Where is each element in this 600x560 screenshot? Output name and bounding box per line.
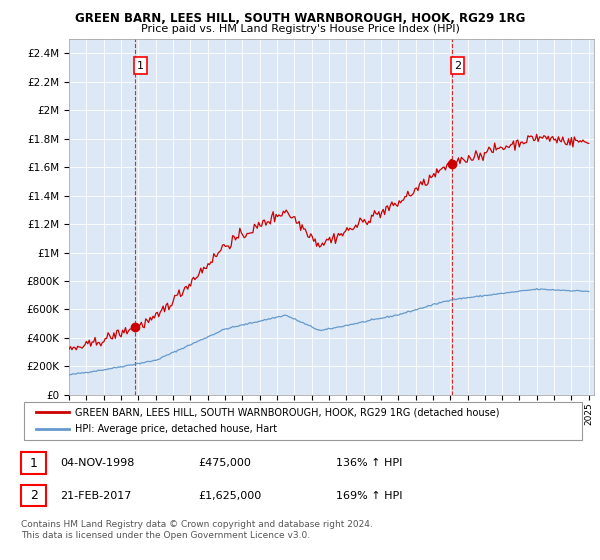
Text: 169% ↑ HPI: 169% ↑ HPI (336, 491, 403, 501)
Text: 2: 2 (29, 489, 38, 502)
Text: 21-FEB-2017: 21-FEB-2017 (60, 491, 131, 501)
Text: Contains HM Land Registry data © Crown copyright and database right 2024.: Contains HM Land Registry data © Crown c… (21, 520, 373, 529)
Text: HPI: Average price, detached house, Hart: HPI: Average price, detached house, Hart (75, 424, 277, 434)
Text: £475,000: £475,000 (198, 458, 251, 468)
Text: 04-NOV-1998: 04-NOV-1998 (60, 458, 134, 468)
Text: 1: 1 (29, 456, 38, 470)
Text: This data is licensed under the Open Government Licence v3.0.: This data is licensed under the Open Gov… (21, 531, 310, 540)
Text: GREEN BARN, LEES HILL, SOUTH WARNBOROUGH, HOOK, RG29 1RG: GREEN BARN, LEES HILL, SOUTH WARNBOROUGH… (75, 12, 525, 25)
Text: 2: 2 (454, 60, 461, 71)
Text: £1,625,000: £1,625,000 (198, 491, 261, 501)
Text: Price paid vs. HM Land Registry's House Price Index (HPI): Price paid vs. HM Land Registry's House … (140, 24, 460, 34)
Text: GREEN BARN, LEES HILL, SOUTH WARNBOROUGH, HOOK, RG29 1RG (detached house): GREEN BARN, LEES HILL, SOUTH WARNBOROUGH… (75, 407, 499, 417)
Text: 1: 1 (137, 60, 144, 71)
Text: 136% ↑ HPI: 136% ↑ HPI (336, 458, 403, 468)
